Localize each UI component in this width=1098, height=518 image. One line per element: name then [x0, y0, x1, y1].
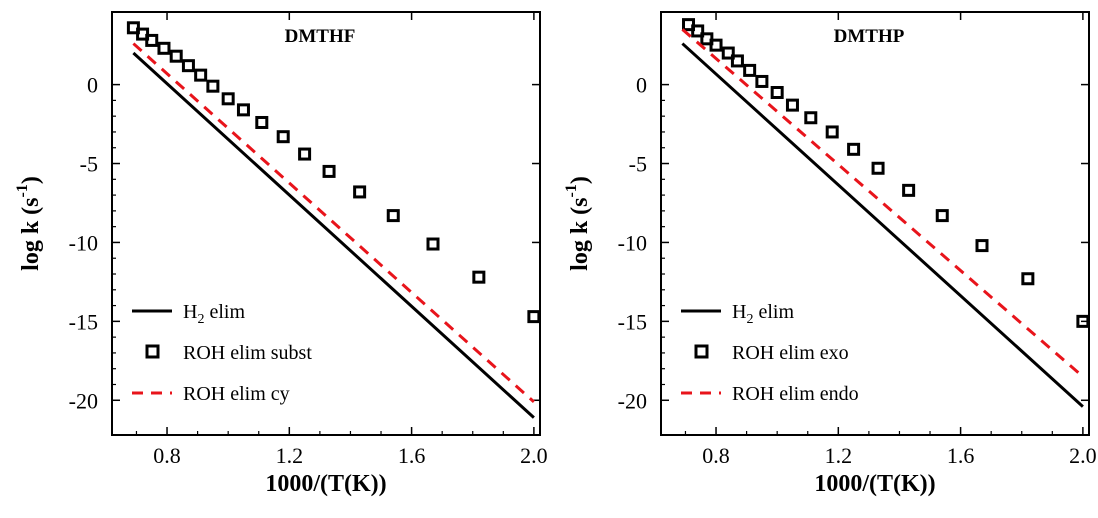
- dmthf-roh-elim-cy-line: [132, 42, 535, 403]
- dmthp-plot-frame: [660, 11, 1090, 436]
- dmthf-roh-elim-subst-point: [527, 310, 541, 324]
- dmthf-roh-elim-subst-point: [169, 49, 183, 63]
- dmthf-roh-elim-subst-point: [298, 147, 312, 161]
- dmthf-y-tick-label: -10: [69, 230, 98, 255]
- dmthp-title: DMTHP: [834, 26, 905, 47]
- dmthp-legend-h2-elim-label-rest: elim: [753, 301, 794, 323]
- dmthf-x-tick-label: 1.6: [398, 443, 426, 468]
- dmthf-roh-elim-subst-point: [353, 185, 367, 199]
- dmthp-roh-elim-exo-point: [721, 46, 735, 60]
- dmthp-legend-h2-elim-label-main: H: [732, 301, 746, 323]
- dmthp-roh-elim-exo-point: [709, 38, 723, 52]
- chart-panel-dmthp: 0.8 1.2 1.6 2.0 0 -5 -10 -15 -20 DMTHP 1000/(T(K))…: [563, 11, 1097, 497]
- dmthp-roh-elim-exo-point: [902, 183, 916, 197]
- dmthp-y-tick-label: -10: [618, 230, 647, 255]
- dmthp-roh-elim-exo-point: [975, 239, 989, 253]
- dmthf-roh-elim-subst-point: [426, 237, 440, 251]
- dmthf-roh-elim-subst-point: [145, 33, 159, 47]
- dmthf-legend-h2-elim-label-main: H: [183, 301, 197, 323]
- dmthp-y-tick-label: -20: [618, 388, 647, 413]
- dmthf-y-axis-label-close: ): [18, 176, 44, 184]
- dmthp-y-tick-label: 0: [636, 73, 647, 98]
- dmthp-roh-elim-endo-line: [681, 28, 1084, 378]
- dmthp-legend-h2-elim-label: H2 elim: [732, 301, 794, 327]
- dmthp-legend-roh-elim-endo-label: ROH elim endo: [732, 383, 859, 405]
- dmthf-legend-roh-elim-subst-label-main: ROH elim subst: [183, 342, 312, 364]
- dmthf-x-tick-label: 0.8: [153, 443, 181, 468]
- dmthp-roh-elim-exo-point: [755, 74, 769, 88]
- dmthf-roh-elim-subst-point: [236, 103, 250, 117]
- dmthp-y-axis-label-main: log k (s: [567, 197, 593, 270]
- dmthp-roh-elim-exo-point: [847, 142, 861, 156]
- dmthf-legend-roh-elim-cy-label: ROH elim cy: [183, 383, 290, 405]
- dmthf-roh-elim-subst-point: [276, 130, 290, 144]
- dmthf-y-tick-label: -5: [80, 152, 98, 177]
- dmthf-y-tick-label: 0: [87, 73, 98, 98]
- dmthf-legend-roh-elim-subst-label: ROH elim subst: [183, 342, 312, 364]
- dmthp-roh-elim-exo-point: [785, 98, 799, 112]
- dmthf-legend-h2-elim-label: H2 elim: [183, 301, 245, 327]
- dmthf-y-axis-label: log k (s-1): [14, 176, 44, 271]
- dmthf-roh-elim-subst-point: [181, 59, 195, 73]
- dmthp-legend-roh-elim-exo-marker: [694, 344, 709, 359]
- dmthf-title: DMTHF: [285, 26, 356, 47]
- dmthp-roh-elim-exo-point: [691, 24, 705, 38]
- dmthp-legend-roh-elim-endo-label-main: ROH elim endo: [732, 383, 859, 405]
- dmthp-roh-elim-exo-point: [743, 63, 757, 77]
- dmthf-x-axis-label: 1000/(T(K)): [265, 471, 386, 497]
- dmthf-y-tick-label: -15: [69, 309, 98, 334]
- dmthf-roh-elim-subst-point: [255, 115, 269, 129]
- dmthp-roh-elim-exo-point: [871, 161, 885, 175]
- dmthf-y-axis-label-sup: -1: [14, 184, 31, 197]
- dmthp-x-tick-label: 0.8: [702, 443, 730, 468]
- dmthp-roh-elim-exo-point: [770, 85, 784, 99]
- dmthf-h2-elim-line: [132, 51, 535, 419]
- dmthf-roh-elim-subst-point: [194, 68, 208, 82]
- dmthf-roh-elim-subst-point: [157, 41, 171, 55]
- dmthp-x-tick-label: 2.0: [1069, 443, 1097, 468]
- dmthp-x-tick-label: 1.2: [825, 443, 853, 468]
- dmthf-plot-frame: [111, 11, 541, 436]
- dmthp-legend-h2-elim-label-sub: 2: [746, 312, 753, 327]
- dmthp-y-tick-label: -15: [618, 309, 647, 334]
- dmthf-legend-h2-elim-label-rest: elim: [204, 301, 245, 323]
- dmthp-y-tick-label: -5: [629, 152, 647, 177]
- dmthp-roh-elim-exo-point: [935, 209, 949, 223]
- dmthp-roh-elim-exo-point: [730, 54, 744, 68]
- dmthf-roh-elim-subst-point: [386, 209, 400, 223]
- dmthf-roh-elim-subst-point: [472, 270, 486, 284]
- dmthf-roh-elim-subst-point: [206, 79, 220, 93]
- dmthp-roh-elim-exo-point: [825, 125, 839, 139]
- dmthp-legend-roh-elim-exo-label: ROH elim exo: [732, 342, 849, 364]
- dmthf-legend-roh-elim-subst-marker: [145, 344, 160, 359]
- dmthp-legend-roh-elim-exo-label-main: ROH elim exo: [732, 342, 849, 364]
- dmthp-roh-elim-exo-point: [1021, 272, 1035, 286]
- dmthp-y-axis-label-sup: -1: [563, 184, 580, 197]
- dmthf-roh-elim-subst-point: [322, 164, 336, 178]
- dmthf-x-tick-label: 2.0: [520, 443, 548, 468]
- dmthf-y-tick-label: -20: [69, 388, 98, 413]
- dmthf-x-tick-label: 1.2: [276, 443, 304, 468]
- dmthp-x-axis-label: 1000/(T(K)): [814, 471, 935, 497]
- dmthf-legend-roh-elim-cy-label-main: ROH elim cy: [183, 383, 290, 405]
- dmthp-y-axis-label-close: ): [567, 176, 593, 184]
- dmthp-y-axis-label: log k (s-1): [563, 176, 593, 271]
- dmthf-legend-h2-elim-label-sub: 2: [197, 312, 204, 327]
- dmthp-x-tick-label: 1.6: [947, 443, 975, 468]
- dmthp-roh-elim-exo-point: [1076, 314, 1090, 328]
- dmthf-roh-elim-subst-point: [221, 92, 235, 106]
- dmthp-roh-elim-exo-point: [804, 111, 818, 125]
- chart-panel-dmthf: 0.8 1.2 1.6 2.0 0 -5 -10 -15 -20 DMTHF 1000/(T(K))…: [14, 11, 548, 497]
- dmthf-y-axis-label-main: log k (s: [18, 197, 44, 270]
- dmthp-h2-elim-line: [681, 42, 1084, 408]
